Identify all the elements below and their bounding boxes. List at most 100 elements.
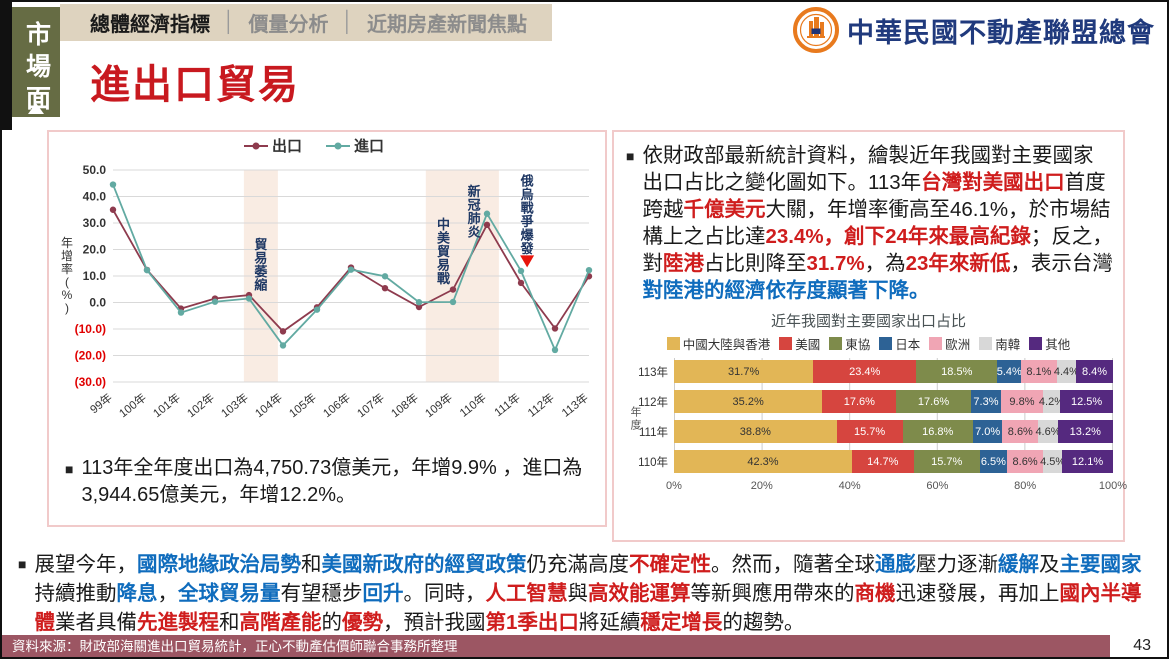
svg-text:111年: 111年 — [491, 390, 522, 419]
legend-item: 中國大陸與香港 — [666, 334, 770, 353]
bar-segment: 5.4% — [997, 360, 1022, 384]
svg-text:107年: 107年 — [354, 390, 387, 420]
bar-row: 111年 38.8% 15.7% 16.8% 7.0% 8.6% 4.6% 13.2% — [628, 420, 1113, 444]
bar-xtick: 100% — [1098, 480, 1128, 493]
text-segment: 31.7% — [806, 252, 865, 276]
text-segment: 與 — [567, 582, 588, 606]
text-segment: 等新興應用帶來的 — [690, 582, 855, 606]
analysis-text: 依財政部最新統計資料，繪製近年我國對主要國家出口占比之變化圖如下。113年台灣對… — [642, 142, 1113, 304]
svg-text:106年: 106年 — [320, 390, 353, 420]
bar-segment: 7.3% — [970, 390, 1002, 414]
text-segment: 對陸港的經濟依存度顯著下降。 — [642, 279, 930, 303]
svg-text:103年: 103年 — [218, 390, 251, 420]
text-segment: 回升 — [362, 582, 404, 606]
bar-legend: 中國大陸與香港 美國 東協 日本 歐洲 南韓 其他 — [614, 334, 1123, 353]
svg-text:112年: 112年 — [525, 390, 557, 419]
legend-swatch — [779, 337, 793, 351]
bar-row: 112年 35.2% 17.6% 17.6% 7.3% 9.8% 4.2% 12.5% — [628, 390, 1113, 414]
text-segment: 優勢 — [341, 611, 383, 635]
bar-xtick: 0% — [666, 480, 682, 493]
svg-text:新冠肺炎: 新冠肺炎 — [468, 184, 481, 240]
tab-item[interactable]: 總體經濟指標 — [90, 14, 210, 36]
bar-segment: 13.2% — [1057, 420, 1113, 444]
text-segment: 。然而，隨著全球 — [710, 553, 875, 576]
analysis-panel: ■ 依財政部最新統計資料，繪製近年我國對主要國家出口占比之變化圖如下。113年台… — [612, 130, 1128, 542]
bar-row: 110年 42.3% 14.7% 15.7% 6.5% 8.6% 4.5% 12.1% — [628, 450, 1113, 474]
tab-item[interactable]: 近期房產新聞焦點 — [367, 14, 527, 36]
text-segment: 緩解 — [997, 553, 1039, 576]
legend-label: 歐洲 — [945, 338, 971, 353]
bar-segment: 38.8% — [674, 420, 837, 444]
arrow-up-icon — [28, 103, 44, 114]
legend-item: 其他 — [1029, 334, 1070, 353]
bar-xtick: 60% — [926, 480, 949, 493]
export-import-note: ■ 113年全年度出口為4,750.73億美元，年增9.9% ，進口為3,944… — [49, 453, 605, 509]
bar-xtick: 80% — [1014, 480, 1037, 493]
svg-text:進口: 進口 — [354, 138, 384, 155]
bar-segment: 15.7% — [836, 420, 903, 444]
logo-emblem-icon — [793, 7, 839, 53]
svg-text:(10.0): (10.0) — [75, 322, 106, 336]
note-text: 113年全年度出口為4,750.73億美元，年增9.9% ，進口為3,944.6… — [81, 457, 583, 506]
tab-item[interactable]: 價量分析 — [248, 14, 329, 36]
svg-text:0.0: 0.0 — [89, 296, 106, 310]
bullet-icon: ■ — [18, 556, 27, 572]
text-segment: 壓力逐漸 — [915, 553, 998, 576]
bar-segment: 9.8% — [1001, 390, 1043, 414]
svg-text:99年: 99年 — [87, 390, 115, 416]
bar-segment: 23.4% — [813, 360, 917, 384]
line-chart: 50.0 40.0 30.0 20.0 10.0 0.0 (10.0) (20.0) (30.0… — [61, 137, 593, 420]
svg-text:20.0: 20.0 — [83, 243, 107, 257]
market-side-tab[interactable]: 市場面 — [12, 7, 60, 117]
text-segment: 不確定性 — [628, 553, 711, 576]
text-segment: 業者具備 — [54, 611, 137, 635]
text-segment: 23年來新低 — [905, 252, 1011, 276]
svg-text:101年: 101年 — [150, 390, 183, 420]
bar-row-label: 113年 — [638, 366, 668, 379]
bar-segment: 12.1% — [1062, 450, 1113, 474]
text-segment: 高效能運算 — [587, 582, 691, 606]
bar-segment: 12.5% — [1060, 390, 1113, 414]
legend-swatch — [879, 337, 893, 351]
text-segment: 首度跨越 — [642, 171, 1106, 222]
svg-text:113年: 113年 — [559, 390, 591, 419]
bar-segment: 31.7% — [674, 360, 814, 384]
bar-body: 113年 31.7% 23.4% 18.5% 5.4% 8.1% 4.4% 8.4% 112年 3… — [628, 358, 1113, 474]
header-left-black-strip — [2, 2, 12, 130]
svg-text:50.0: 50.0 — [83, 163, 107, 177]
bar-segment: 14.7% — [851, 450, 914, 474]
bar-y-axis-label: 年度 — [629, 406, 641, 433]
svg-text:30.0: 30.0 — [83, 216, 107, 230]
text-segment: 持續推動 — [34, 582, 117, 606]
bar-segment: 42.3% — [674, 450, 852, 474]
legend-item: 歐洲 — [929, 334, 970, 353]
page-title: 進出口貿易 — [90, 63, 300, 107]
text-segment: 展望今年， — [34, 553, 137, 576]
summary-text: 展望今年，國際地緣政治局勢和美國新政府的經貿政策仍充滿高度不確定性。然而，隨著全… — [34, 550, 1156, 637]
bar-segment: 4.2% — [1039, 390, 1064, 414]
bar-segment: 8.6% — [1007, 450, 1044, 474]
legend-item: 東協 — [829, 334, 870, 353]
bar-row-segments: 38.8% 15.7% 16.8% 7.0% 8.6% 4.6% 13.2% — [674, 420, 1113, 444]
legend-swatch — [929, 337, 943, 351]
svg-text:104年: 104年 — [252, 390, 285, 420]
bar-segment: 7.0% — [972, 420, 1003, 444]
text-segment: 全球貿易量 — [177, 582, 281, 606]
svg-text:中美貿易戰: 中美貿易戰 — [437, 217, 451, 286]
logo: 中華民國不動產聯盟總會 — [793, 6, 1155, 54]
text-segment: 降息 — [116, 582, 158, 606]
svg-text:100年: 100年 — [116, 390, 149, 420]
legend-swatch — [666, 337, 680, 351]
bullet-icon: ■ — [626, 148, 635, 164]
text-segment: 國際地緣政治局勢 — [136, 553, 301, 576]
bar-row-segments: 42.3% 14.7% 15.7% 6.5% 8.6% 4.5% 12.1% — [674, 450, 1113, 474]
bar-chart-title: 近年我國對主要國家出口占比 — [770, 313, 966, 331]
svg-text:40.0: 40.0 — [83, 190, 107, 204]
text-segment: 大關，年增率衝高至46.1%，於市場結構上之占比達 — [642, 198, 1111, 249]
text-segment: 主要國家 — [1059, 553, 1142, 576]
legend-label: 東協 — [845, 338, 871, 353]
text-segment: ，預計我國 — [382, 611, 486, 635]
legend-label: 其他 — [1045, 338, 1071, 353]
text-segment: 千億美元 — [683, 198, 766, 222]
text-segment: ，為 — [864, 252, 906, 276]
